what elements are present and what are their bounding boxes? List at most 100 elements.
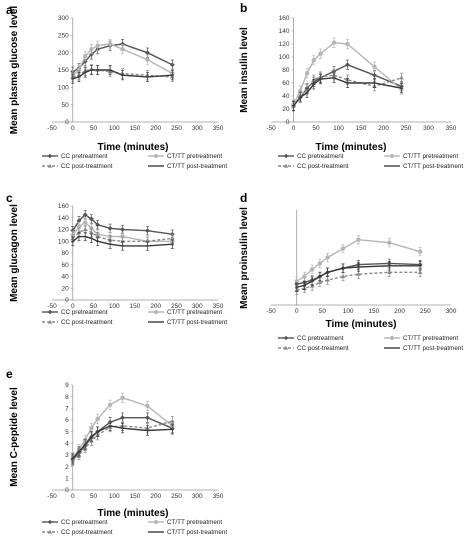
legend-item: CT/TT pretreatment [384,335,458,342]
legend-label: CT/TT pretreatment [167,309,222,316]
legend-label: CT/TT post-treatment [167,163,227,170]
data-point [89,230,94,235]
x-tick-label: 200 [394,308,405,315]
x-tick-label: -50 [266,125,276,132]
x-tick-label: 50 [90,303,98,310]
x-tick-label: 250 [171,125,182,132]
x-tick-label: 0 [295,308,299,315]
y-tick-label: 160 [58,203,69,210]
legend-label: CC post-treatment [61,319,113,326]
x-tick-label: 150 [130,125,141,132]
y-tick-label: 60 [282,80,290,87]
y-tick-label: 80 [282,67,290,74]
y-tick-label: 200 [58,50,69,57]
data-point [345,62,350,68]
data-point [372,64,377,69]
x-tick-label: -50 [47,303,57,310]
x-tick-label: 100 [109,303,120,310]
y-tick-label: 4 [65,441,69,448]
y-axis-title: Mean insulin level [239,27,250,113]
legend-marker [283,345,289,350]
x-tick-label: 300 [446,308,457,315]
legend-label: CT/TT post-treatment [167,319,227,326]
legend-label: CT/TT pretreatment [403,335,458,342]
y-tick-label: 6 [65,417,69,424]
y-tick-label: 0 [65,119,69,126]
legend-label: CC pretreatment [61,309,108,316]
data-point [120,47,125,52]
legend-marker [283,163,289,168]
data-point [325,255,330,260]
y-tick-label: 2 [65,464,69,471]
legend-marker [154,520,158,524]
data-point [120,41,125,47]
legend-item: CC pretreatment [42,519,108,526]
x-tick-label: 350 [213,303,224,310]
legend-marker [283,153,289,159]
legend-label: CC post-treatment [61,529,113,536]
legend-item: CT/TT pretreatment [384,153,458,160]
y-tick-label: 3 [65,452,69,459]
data-point [82,227,88,232]
data-point [107,402,113,408]
x-tick-label: 300 [192,493,203,500]
y-axis-title: Mean C-peptide level [9,387,20,487]
x-tick-label: 200 [150,493,161,500]
data-point [120,234,125,239]
y-tick-label: 250 [58,33,69,40]
panel-letter: e [6,367,13,381]
legend-label: CC pretreatment [297,153,344,160]
y-tick-label: 0 [286,119,290,126]
y-tick-label: 5 [65,429,69,436]
x-tick-label: -50 [47,493,57,500]
legend-label: CC pretreatment [297,335,344,342]
x-tick-label: 250 [171,303,182,310]
data-point [387,240,392,245]
y-tick-label: 120 [58,227,69,234]
legend-item: CC post-treatment [278,163,349,170]
data-point [302,274,307,279]
legend-marker [390,336,394,340]
legend-item: CT/TT pretreatment [148,309,222,316]
data-point [331,40,337,45]
legend-label: CT/TT pretreatment [403,153,458,160]
x-tick-label: 50 [90,493,98,500]
legend-label: CC pretreatment [61,153,108,160]
y-tick-label: 0 [65,297,69,304]
data-point [145,415,150,421]
legend-item: CC pretreatment [278,153,344,160]
x-tick-label: 50 [312,125,320,132]
data-point [89,216,94,222]
data-point [120,227,125,232]
legend-marker [47,163,53,168]
x-tick-label: 200 [378,125,389,132]
x-tick-label: 250 [420,308,431,315]
legend-item: CT/TT post-treatment [148,163,227,170]
data-point [145,228,150,234]
legend-item: CC pretreatment [278,335,344,342]
data-point [145,57,150,62]
y-tick-label: 40 [282,93,290,100]
x-axis-title: Time (minutes) [326,319,397,330]
legend-item: CT/TT post-treatment [148,529,227,536]
y-axis-title: Mean glucagon level [9,204,20,302]
data-point [318,51,323,56]
panel-letter: d [240,191,247,205]
y-tick-label: 100 [58,238,69,245]
legend-item: CT/TT post-treatment [384,345,463,352]
legend-label: CT/TT pretreatment [167,519,222,526]
data-point [317,280,323,285]
x-tick-label: 0 [292,125,296,132]
y-tick-label: 140 [279,28,290,35]
series-line [72,228,173,243]
data-point [120,395,125,401]
x-tick-label: 350 [446,125,457,132]
x-tick-label: 0 [71,125,75,132]
legend-label: CC post-treatment [61,163,113,170]
y-tick-label: 150 [58,67,69,74]
y-tick-label: 0 [65,487,69,494]
x-tick-label: 200 [150,125,161,132]
panel-letter: b [240,1,247,15]
y-tick-label: 300 [58,15,69,22]
chart-panel-d: d -50 0 50 100 150 200 250 300 Mean proinsulin le… [239,191,463,352]
